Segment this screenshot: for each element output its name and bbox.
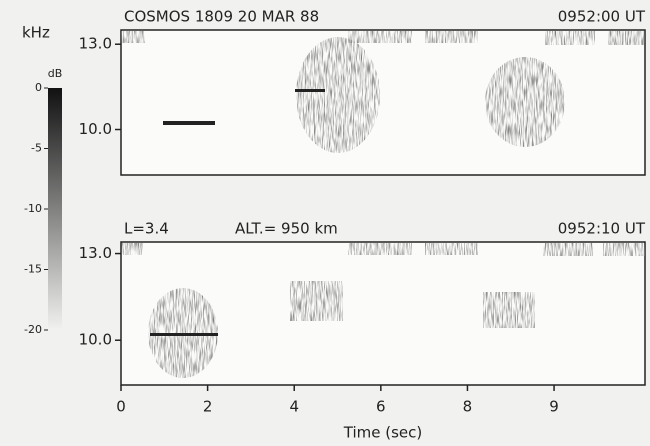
colorbar-tick-label: -10 <box>24 202 42 215</box>
emission <box>296 37 380 153</box>
x-label: Time (sec) <box>343 424 422 442</box>
band <box>543 243 593 256</box>
altitude: ALT.= 950 km <box>235 220 338 238</box>
x-tick-label: 2 <box>203 398 213 416</box>
band <box>121 31 145 43</box>
x-tick-label: 8 <box>463 398 473 416</box>
title: COSMOS 1809 20 MAR 88 <box>124 8 319 26</box>
y-label: kHz <box>22 24 50 42</box>
x-tick-label: 4 <box>289 398 299 416</box>
band <box>603 243 645 256</box>
y-tick-label: 10.0 <box>79 120 112 138</box>
tone <box>295 89 325 92</box>
y-tick-label: 13.0 <box>79 244 112 262</box>
colorbar-label: dB <box>48 67 63 80</box>
tone <box>150 333 218 336</box>
colorbar-tick-label: -5 <box>31 142 42 155</box>
time-label: 0952:00 UT <box>558 8 646 26</box>
l-shell: L=3.4 <box>124 220 169 238</box>
colorbar <box>48 88 62 330</box>
x-tick-label: 0 <box>116 398 126 416</box>
time-label: 0952:10 UT <box>558 220 646 238</box>
band <box>425 31 478 43</box>
plot-area <box>120 29 646 176</box>
y-tick-label: 13.0 <box>79 35 112 53</box>
y-tick-label: 10.0 <box>79 331 112 349</box>
band <box>348 243 412 255</box>
colorbar-tick-label: -20 <box>24 323 42 336</box>
emission <box>483 292 535 328</box>
band <box>121 243 143 255</box>
x-tick-label: 9 <box>549 398 559 416</box>
emission <box>290 281 343 321</box>
colorbar-tick-label: 0 <box>35 81 42 94</box>
tone <box>163 121 215 125</box>
band <box>348 31 412 43</box>
signals <box>121 31 645 378</box>
band <box>545 31 595 45</box>
x-tick-label: 6 <box>376 398 386 416</box>
band <box>425 243 478 255</box>
emission <box>485 57 565 147</box>
band <box>608 31 645 45</box>
colorbar-tick-label: -15 <box>24 263 42 276</box>
